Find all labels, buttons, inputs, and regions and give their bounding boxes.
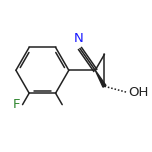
- Text: F: F: [13, 98, 20, 111]
- Polygon shape: [95, 70, 106, 87]
- Text: OH: OH: [128, 86, 149, 99]
- Text: N: N: [74, 32, 84, 45]
